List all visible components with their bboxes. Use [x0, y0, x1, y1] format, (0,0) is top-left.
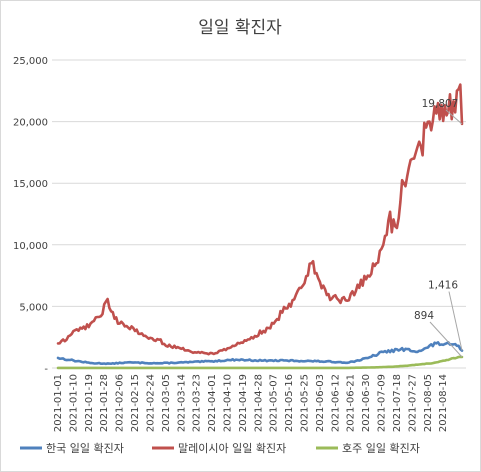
x-tick-label: 2021-04-19: [238, 374, 249, 432]
x-tick-label: 2021-07-18: [392, 374, 403, 432]
x-tick-label: 2021-05-25: [300, 374, 311, 432]
x-tick-label: 2021-07-09: [377, 374, 388, 432]
x-tick-label: 2021-02-06: [115, 374, 126, 432]
x-tick-label: 2021-03-05: [161, 374, 172, 432]
x-tick-label: 2021-06-12: [330, 374, 341, 432]
x-tick-label: 2021-06-30: [361, 374, 372, 432]
series-line-2: [56, 355, 464, 370]
y-axis-ticks: - 5,000 10,000 15,000 20,000 25,000: [13, 56, 48, 375]
grid-lines: [52, 59, 466, 369]
x-tick-label: 2021-01-28: [99, 374, 110, 432]
x-tick-label: 2021-03-23: [192, 374, 203, 432]
x-tick-label: 2021-04-10: [222, 374, 233, 432]
series-lines: [56, 83, 464, 370]
x-tick-label: 2021-08-05: [423, 374, 434, 432]
data-label-leader: [429, 321, 463, 358]
x-tick-label: 2021-01-19: [84, 374, 95, 432]
x-tick-label: 2021-05-16: [284, 374, 295, 432]
x-tick-label: 2021-02-15: [130, 374, 141, 432]
y-tick-label: 25,000: [13, 56, 48, 67]
data-label: 894: [414, 310, 434, 322]
x-tick-label: 2021-01-01: [53, 374, 64, 432]
x-tick-label: 2021-04-28: [253, 374, 264, 432]
x-tick-label: 2021-02-24: [145, 374, 156, 432]
legend-label: 말레이시아 일일 확진자: [178, 441, 286, 455]
data-label: 1,416: [428, 280, 458, 292]
data-label-leader: [448, 291, 463, 351]
x-tick-label: 2021-03-14: [176, 374, 187, 432]
series-line-0: [56, 341, 464, 366]
data-label: 19,807: [422, 98, 459, 110]
y-tick-label: 15,000: [13, 179, 48, 190]
y-tick-label: -: [44, 364, 48, 375]
x-tick-label: 2021-08-14: [438, 374, 449, 432]
data-label-leader: [445, 109, 463, 125]
x-tick-label: 2021-06-21: [346, 374, 357, 432]
legend: 한국 일일 확진자 말레이시아 일일 확진자 호주 일일 확진자: [20, 441, 420, 455]
series-line-1: [56, 83, 464, 356]
y-tick-label: 10,000: [13, 241, 48, 252]
legend-label: 한국 일일 확진자: [46, 441, 124, 455]
y-tick-label: 5,000: [19, 302, 48, 313]
x-tick-label: 2021-06-03: [315, 374, 326, 432]
chart-title: 일일 확진자: [198, 18, 282, 38]
x-tick-label: 2021-05-07: [269, 374, 280, 432]
x-tick-label: 2021-04-01: [207, 374, 218, 432]
x-tick-label: 2021-01-10: [68, 374, 79, 432]
y-tick-label: 20,000: [13, 118, 48, 129]
x-tick-label: 2021-07-27: [407, 374, 418, 432]
x-axis-ticks: 2021-01-01 2021-01-10 2021-01-19 2021-01-28…: [53, 374, 449, 432]
annotations: 19,807 1,416 894: [414, 98, 463, 358]
legend-label: 호주 일일 확진자: [342, 441, 420, 455]
